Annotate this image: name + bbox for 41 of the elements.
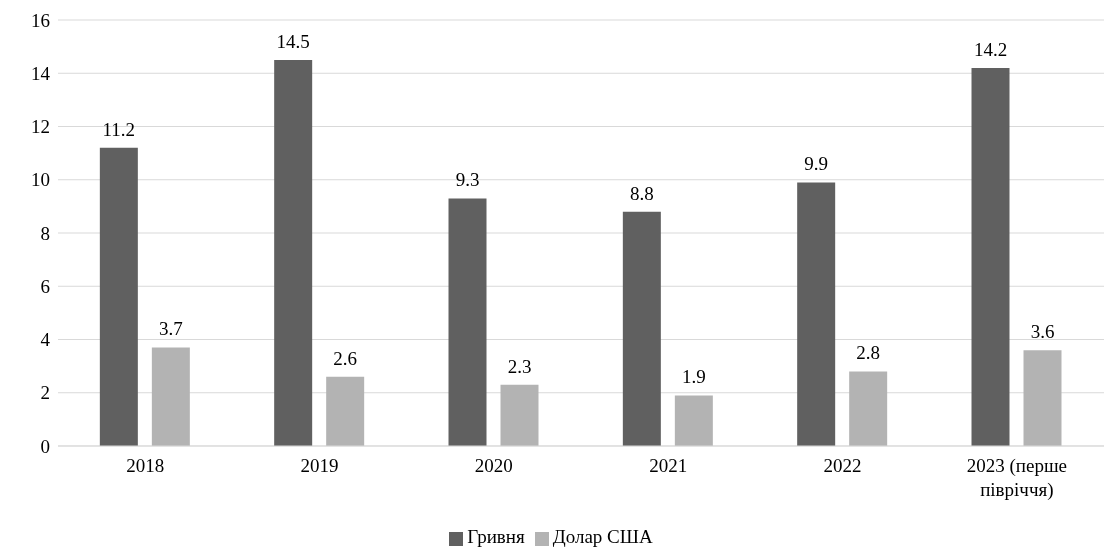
bar (448, 198, 487, 446)
data-label: 2.6 (333, 347, 358, 369)
y-tick-label: 6 (40, 275, 50, 297)
y-tick-label: 16 (31, 9, 50, 31)
bar (849, 371, 888, 446)
data-label: 9.9 (804, 153, 829, 175)
bar (622, 211, 661, 446)
bar (99, 147, 138, 446)
data-label: 1.9 (681, 366, 706, 388)
y-tick-label: 8 (40, 222, 50, 244)
x-tick-label: 2022 (823, 455, 862, 476)
data-label: 14.2 (973, 38, 1008, 60)
bar (1023, 350, 1062, 446)
data-label: 2.8 (856, 342, 881, 364)
bar (500, 384, 539, 446)
x-tick-label: 2021 (649, 455, 688, 476)
y-tick-label: 14 (31, 63, 51, 84)
y-tick-label: 0 (40, 435, 50, 457)
bar (151, 347, 190, 446)
data-label: 2.3 (507, 355, 532, 377)
bar (971, 67, 1010, 446)
data-label: 8.8 (629, 182, 654, 204)
bar (326, 376, 365, 446)
bar (274, 59, 313, 446)
data-label: 11.2 (102, 118, 136, 140)
legend-label: Долар США (552, 526, 653, 547)
bar (674, 395, 713, 446)
y-tick-label: 12 (31, 116, 50, 138)
legend-label: Гривня (467, 526, 525, 547)
y-tick-label: 4 (40, 329, 51, 351)
x-tick-label: 2023 (перше півріччя) (966, 455, 1067, 501)
data-label: 9.3 (455, 169, 480, 191)
bar (797, 182, 836, 446)
data-label: 3.6 (1030, 321, 1055, 343)
data-label: 14.5 (276, 30, 310, 52)
y-tick-label: 2 (40, 382, 50, 404)
y-tick-label: 10 (31, 169, 50, 191)
x-tick-label: 2019 (300, 455, 339, 476)
x-tick-label: 2018 (126, 455, 165, 476)
x-tick-label: 2020 (474, 455, 513, 476)
data-label: 3.7 (158, 318, 183, 340)
